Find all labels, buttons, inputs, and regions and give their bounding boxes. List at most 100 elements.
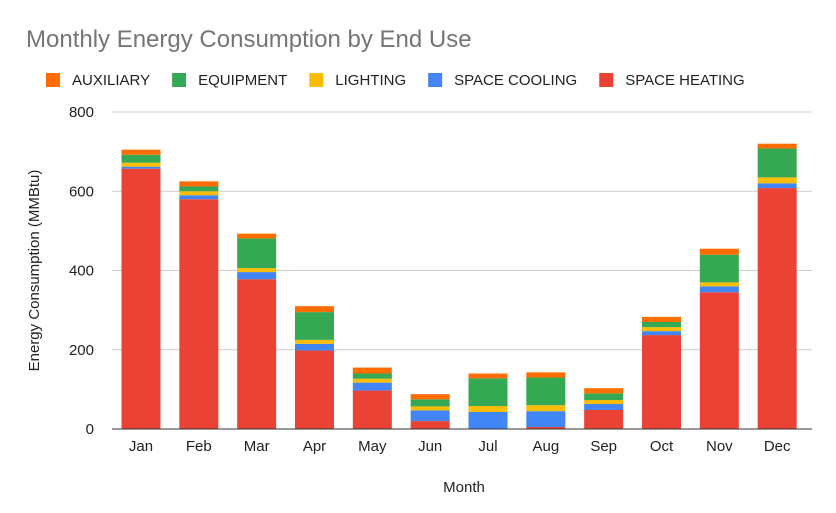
- y-tick-label: 200: [69, 342, 94, 359]
- bar-auxiliary-jan: [121, 149, 161, 155]
- legend-item-space-heating: SPACE HEATING: [599, 72, 745, 89]
- y-tick-label: 0: [86, 421, 94, 438]
- bar-auxiliary-oct: [642, 316, 681, 323]
- bar-equipment-feb: [179, 186, 219, 192]
- bar-space-heating-aug: [526, 427, 566, 429]
- bar-space-heating-jun: [410, 421, 450, 429]
- bar-auxiliary-feb: [179, 181, 219, 187]
- bar-lighting-aug: [526, 405, 566, 412]
- x-tick-label: Jun: [418, 438, 442, 455]
- bar-space-heating-sep: [584, 409, 624, 429]
- legend-label: EQUIPMENT: [198, 72, 287, 89]
- x-tick-label: Nov: [706, 438, 733, 455]
- bar-space-cooling-jan: [121, 166, 161, 169]
- bar-space-cooling-jul: [468, 411, 508, 429]
- bars: [121, 143, 797, 429]
- bar-auxiliary-may: [352, 367, 392, 374]
- bar-equipment-mar: [237, 238, 277, 269]
- legend-label: SPACE COOLING: [454, 72, 577, 89]
- bar-auxiliary-mar: [237, 233, 277, 239]
- bar-equipment-jan: [121, 154, 161, 163]
- bar-space-heating-apr: [295, 350, 334, 429]
- bar-lighting-may: [352, 378, 392, 383]
- bar-equipment-sep: [584, 393, 624, 401]
- gridlines: [112, 111, 812, 351]
- bar-stack-dec: [757, 143, 797, 429]
- legend-swatch: [172, 73, 187, 87]
- x-tick-label: Feb: [186, 438, 212, 455]
- bar-auxiliary-apr: [295, 306, 334, 313]
- bar-equipment-apr: [295, 312, 334, 340]
- bar-lighting-mar: [237, 268, 277, 273]
- y-tick-label: 600: [69, 183, 94, 200]
- bar-stack-feb: [179, 181, 219, 429]
- bar-space-heating-oct: [642, 335, 681, 429]
- x-axis-title: Month: [443, 479, 485, 496]
- bar-auxiliary-jul: [468, 373, 508, 379]
- bar-space-cooling-feb: [179, 195, 219, 200]
- y-tick-label: 800: [69, 104, 94, 121]
- legend-swatch: [46, 73, 60, 87]
- bar-auxiliary-jun: [410, 394, 450, 400]
- bar-space-cooling-mar: [237, 272, 277, 280]
- legend-label: LIGHTING: [335, 72, 406, 89]
- bar-lighting-feb: [179, 191, 219, 196]
- bar-stack-apr: [295, 306, 334, 429]
- bar-stack-jan: [121, 149, 161, 429]
- bar-equipment-jul: [468, 378, 508, 407]
- x-tick-label: May: [358, 438, 387, 455]
- x-axis-ticks: Jan Feb Mar Apr May Jun Jul Aug Sep Oct Nov Dec: [129, 438, 791, 455]
- bar-stack-nov: [699, 248, 739, 429]
- x-tick-label: Jan: [129, 438, 153, 455]
- bar-space-cooling-apr: [295, 343, 334, 351]
- bar-space-cooling-nov: [699, 286, 739, 293]
- bar-lighting-apr: [295, 339, 334, 344]
- bar-lighting-nov: [699, 282, 739, 287]
- bar-space-cooling-sep: [584, 404, 624, 410]
- bar-lighting-dec: [757, 177, 797, 184]
- bar-stack-mar: [237, 233, 277, 429]
- bar-equipment-jun: [410, 399, 450, 407]
- bar-auxiliary-aug: [526, 372, 566, 378]
- y-tick-label: 400: [69, 263, 94, 280]
- bar-stack-jun: [410, 394, 450, 429]
- bar-lighting-jun: [410, 406, 450, 411]
- legend-item-lighting: LIGHTING: [309, 72, 406, 89]
- bar-lighting-jul: [468, 406, 508, 412]
- bar-space-heating-jan: [121, 168, 161, 429]
- bar-space-heating-feb: [179, 199, 219, 429]
- y-axis-ticks: 0 200 400 600 800: [69, 104, 94, 438]
- legend-item-space-cooling: SPACE COOLING: [428, 72, 577, 89]
- bar-lighting-sep: [584, 400, 624, 405]
- bar-lighting-oct: [642, 327, 681, 332]
- bar-stack-may: [352, 367, 392, 429]
- bar-stack-sep: [584, 388, 624, 429]
- bar-space-cooling-aug: [526, 411, 566, 428]
- bar-stack-jul: [468, 373, 508, 429]
- bar-space-cooling-jun: [410, 410, 450, 422]
- legend-item-auxiliary: AUXILIARY: [46, 72, 150, 89]
- bar-space-cooling-dec: [757, 183, 797, 189]
- legend-swatch: [428, 73, 443, 87]
- legend-swatch: [599, 73, 614, 87]
- x-tick-label: Oct: [650, 438, 674, 455]
- bar-equipment-dec: [757, 148, 797, 178]
- bar-space-heating-dec: [757, 188, 797, 429]
- bar-equipment-may: [352, 373, 392, 379]
- x-tick-label: Mar: [244, 438, 270, 455]
- bar-stack-oct: [642, 316, 681, 429]
- bar-auxiliary-sep: [584, 388, 624, 394]
- bar-space-cooling-oct: [642, 331, 681, 336]
- bar-space-heating-may: [352, 390, 392, 429]
- legend: AUXILIARY EQUIPMENT LIGHTING SPACE COOLING S…: [46, 72, 745, 89]
- chart-title: Monthly Energy Consumption by End Use: [26, 26, 472, 53]
- bar-stack-aug: [526, 372, 566, 429]
- legend-label: AUXILIARY: [72, 72, 150, 89]
- bar-auxiliary-dec: [757, 143, 797, 149]
- x-tick-label: Aug: [532, 438, 559, 455]
- bar-space-cooling-may: [352, 382, 392, 391]
- x-tick-label: Sep: [590, 438, 617, 455]
- bar-space-heating-nov: [699, 292, 739, 429]
- x-tick-label: Jul: [478, 438, 497, 455]
